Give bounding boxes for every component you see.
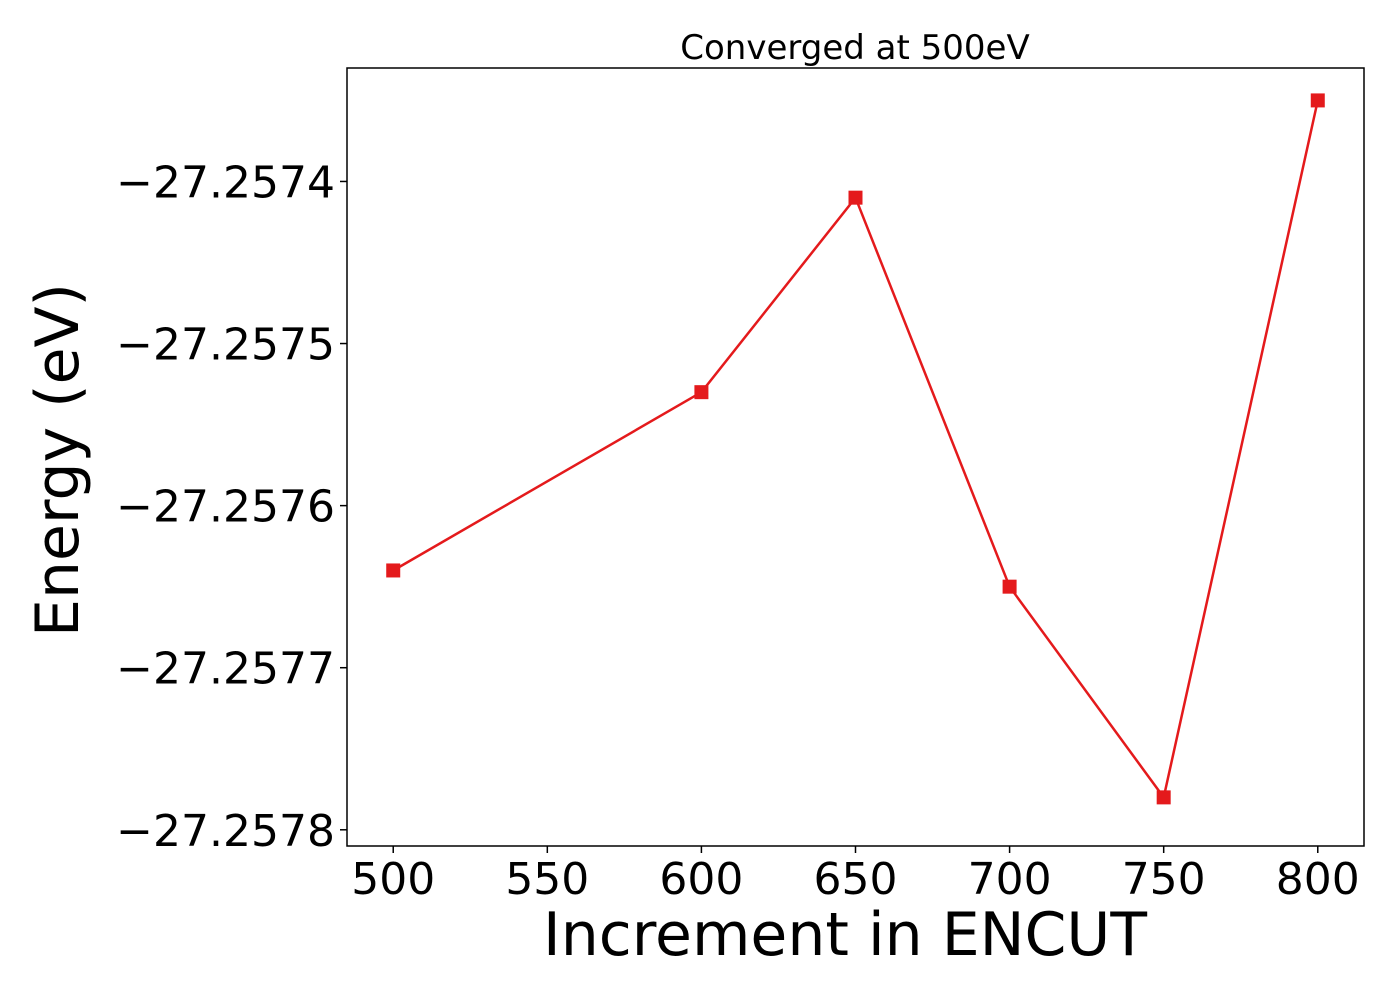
data-point <box>386 563 401 578</box>
y-tick-label: −27.2578 <box>116 806 335 857</box>
plot-frame <box>346 67 1365 847</box>
y-tick-label: −27.2574 <box>116 157 335 208</box>
y-tick-label: −27.2577 <box>116 644 335 695</box>
series-line <box>392 100 1320 801</box>
x-tick-label: 500 <box>351 854 435 905</box>
x-tick-label: 650 <box>814 854 898 905</box>
x-tick-label: 700 <box>968 854 1052 905</box>
plot-area: 500 550 600 650 700 750 800 −27.2574 −27.2575 −27… <box>116 67 1365 905</box>
y-tick-label: −27.2575 <box>116 320 335 371</box>
chart-title: Converged at 500eV <box>680 28 1029 68</box>
x-tick-label: 750 <box>1122 854 1206 905</box>
data-point <box>1002 579 1017 594</box>
data-point <box>1310 93 1325 108</box>
x-tick-label: 800 <box>1276 854 1360 905</box>
y-axis-label: Energy (eV) <box>23 283 93 637</box>
x-tick-label: 600 <box>659 854 743 905</box>
data-point <box>694 385 709 400</box>
x-tick-label: 550 <box>505 854 589 905</box>
data-point <box>1156 790 1171 805</box>
y-tick-label: −27.2576 <box>116 482 335 533</box>
data-point <box>848 190 863 205</box>
x-axis-label: Increment in ENCUT <box>543 900 1147 970</box>
